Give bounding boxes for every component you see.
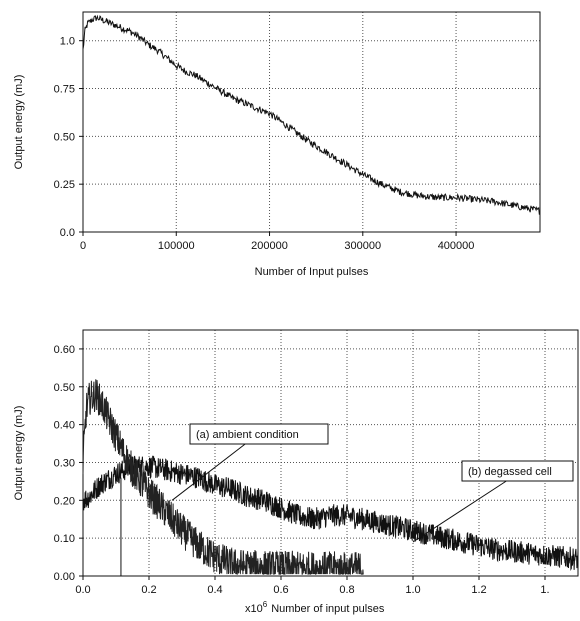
bottom-chart-y-axis-label: Output energy (mJ) xyxy=(13,406,25,501)
x-multiplier-base: x10 xyxy=(245,603,263,615)
bottom-x-tick-label: 0.8 xyxy=(339,584,354,596)
annotation-label: (a) ambient condition xyxy=(196,429,299,441)
bottom-x-tick-label: 0.0 xyxy=(75,584,90,596)
bottom-y-tick-label: 0.10 xyxy=(54,533,75,545)
bottom-chart-annotations: (a) ambient condition (b) degassed cell xyxy=(171,423,574,543)
top-chart-grid xyxy=(83,12,540,232)
top-x-tick-label: 0 xyxy=(80,240,86,252)
top-chart-plot-area xyxy=(82,11,541,233)
bottom-chart-x-axis-label: x106 Number of input pulses xyxy=(245,600,385,615)
bottom-chart-series-ambient-condition xyxy=(82,379,364,576)
bottom-x-tick-label: 0.4 xyxy=(207,584,222,596)
top-chart-x-axis-label: Number of Input pulses xyxy=(255,266,369,278)
bottom-chart-ticks: 0.0 0.2 0.4 0.6 0.8 1.0 1.2 1. 0.00 0.10 0.20 0.30 0… xyxy=(54,344,550,596)
annotation-leader-line xyxy=(171,443,246,501)
bottom-chart-plot-area xyxy=(82,329,579,577)
bottom-chart-grid xyxy=(83,330,578,576)
bottom-y-tick-label: 0.20 xyxy=(54,495,75,507)
top-y-tick-label: 0.0 xyxy=(60,227,75,239)
top-chart-ticks: 0 100000 200000 300000 400000 0.0 0.25 0.50 0.75… xyxy=(54,36,475,252)
top-x-tick-label: 200000 xyxy=(251,240,288,252)
top-x-tick-label: 100000 xyxy=(158,240,195,252)
top-x-tick-label: 300000 xyxy=(344,240,381,252)
bottom-x-tick-label: 1.2 xyxy=(471,584,486,596)
top-y-tick-label: 0.50 xyxy=(54,131,75,143)
top-y-tick-label: 1.0 xyxy=(60,36,75,48)
annotation-leader-line xyxy=(412,480,507,543)
annotation-box xyxy=(189,423,329,445)
top-y-tick-label: 0.75 xyxy=(54,84,75,96)
bottom-y-tick-label: 0.50 xyxy=(54,382,75,394)
bottom-x-tick-label: 1. xyxy=(540,584,549,596)
bottom-x-tick-label: 0.2 xyxy=(141,584,156,596)
bottom-x-tick-label: 0.6 xyxy=(273,584,288,596)
bottom-chart: 0.0 0.2 0.4 0.6 0.8 1.0 1.2 1. 0.00 0.10 0.20 0.30 0… xyxy=(13,329,579,615)
bottom-y-tick-label: 0.60 xyxy=(54,344,75,356)
bottom-x-tick-label: 1.0 xyxy=(405,584,420,596)
bottom-y-tick-label: 0.30 xyxy=(54,457,75,469)
annotation-label: (b) degassed cell xyxy=(468,466,552,478)
bottom-y-tick-label: 0.40 xyxy=(54,420,75,432)
annotation-box xyxy=(461,460,574,482)
top-chart: 0 100000 200000 300000 400000 0.0 0.25 0.50 0.75… xyxy=(13,11,541,278)
bottom-chart-series-degassed-cell xyxy=(82,455,579,572)
top-chart-series-line xyxy=(82,14,541,215)
top-chart-y-axis-label: Output energy (mJ) xyxy=(13,75,25,170)
top-x-tick-label: 400000 xyxy=(438,240,475,252)
bottom-y-tick-label: 0.00 xyxy=(54,571,75,583)
top-y-tick-label: 0.25 xyxy=(54,179,75,191)
x-axis-title: Number of input pulses xyxy=(271,603,385,615)
x-multiplier-exponent: 6 xyxy=(263,600,268,609)
